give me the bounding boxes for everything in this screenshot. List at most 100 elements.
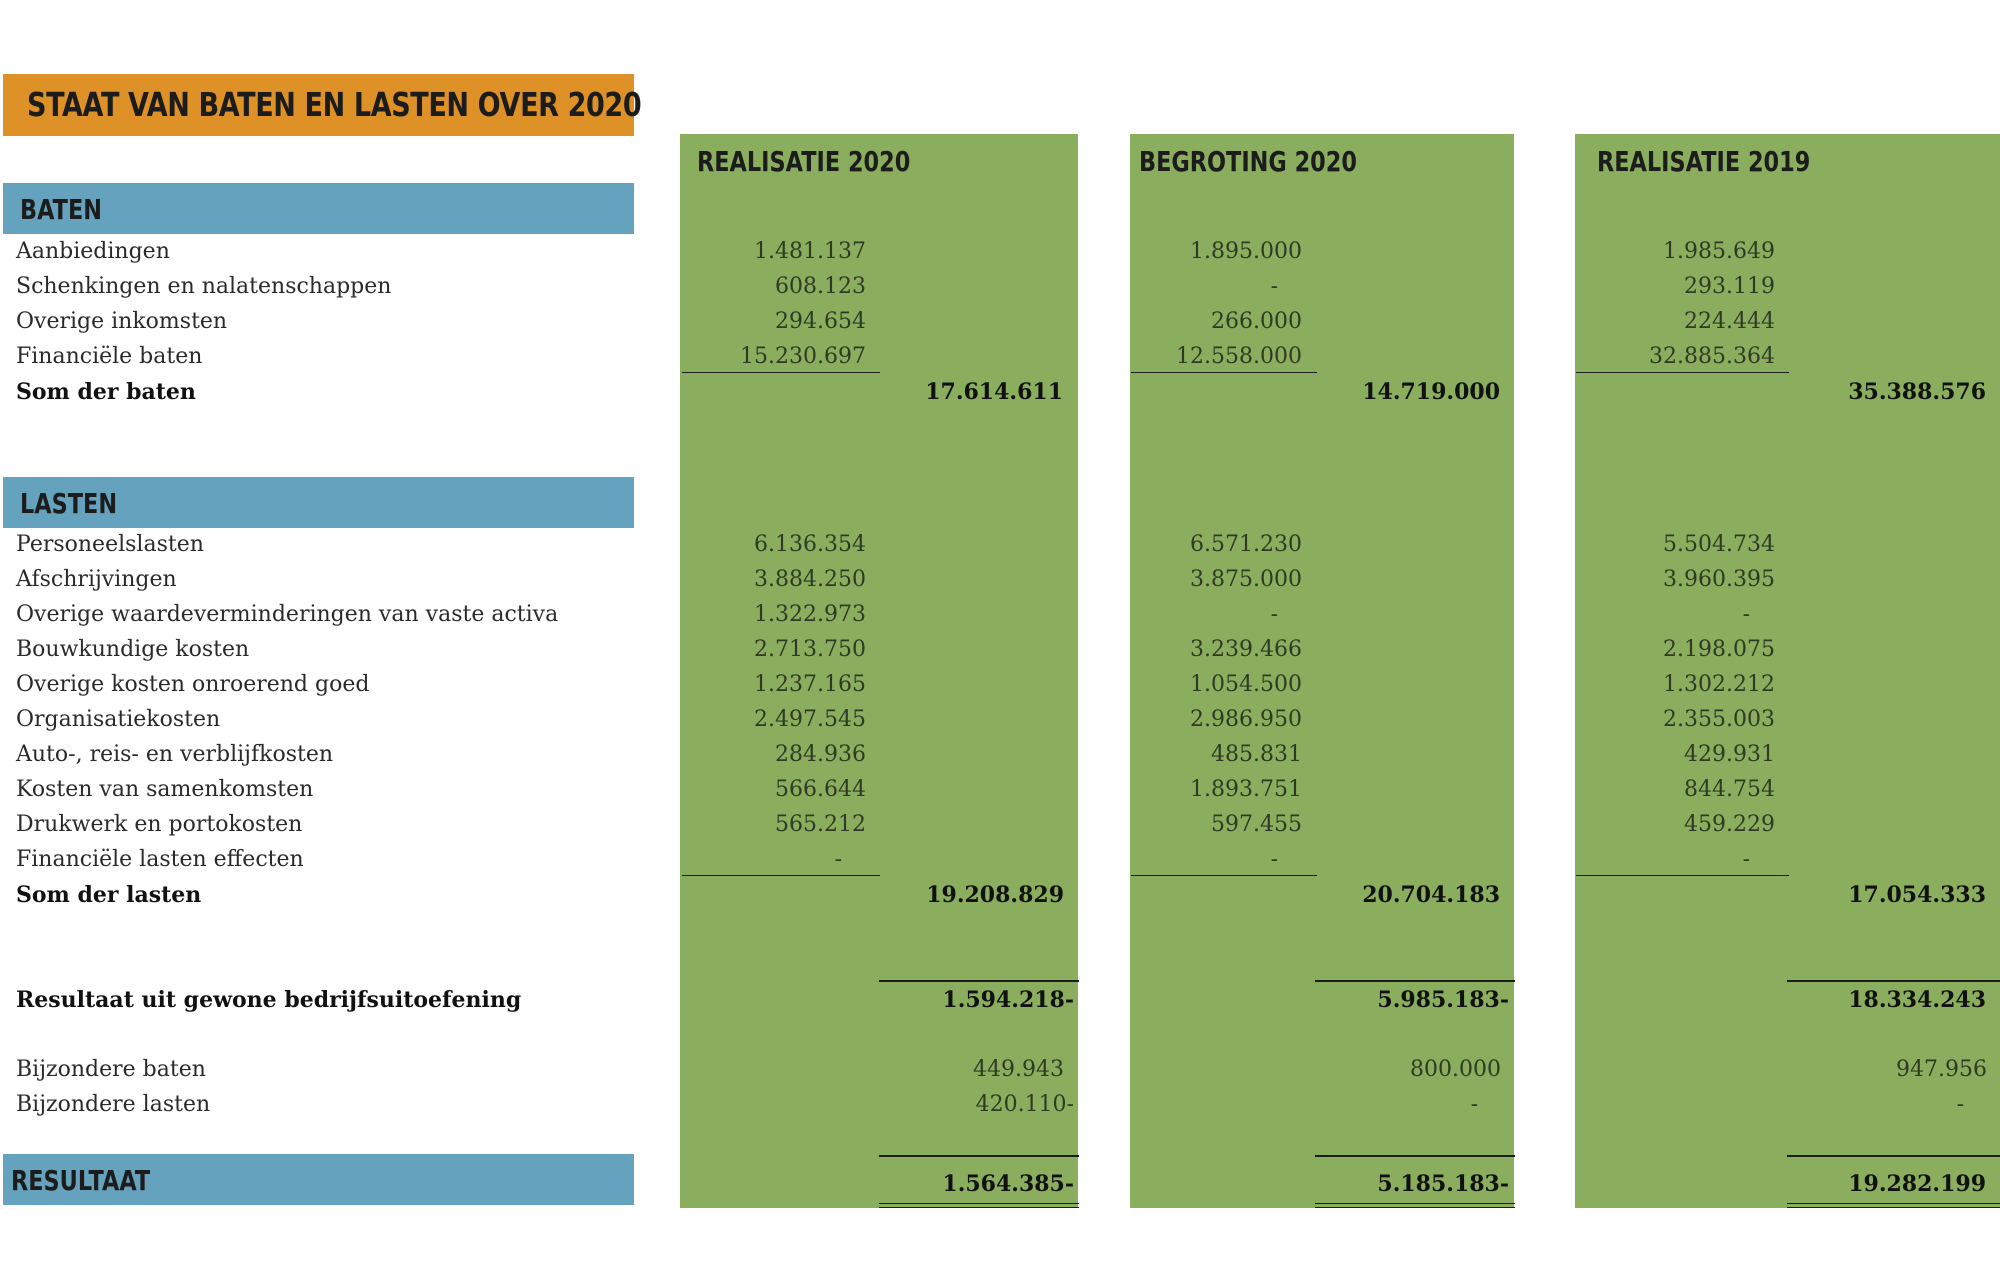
row-label: Overige inkomsten — [16, 309, 228, 334]
row-label: Financiële lasten effecten — [16, 847, 304, 872]
value-realisatie-2020: 420.110- — [975, 1092, 1074, 1117]
section-bar-baten: BATEN — [3, 183, 634, 234]
value-realisatie-2020: 1.322.973 — [754, 602, 866, 627]
row-label: Overige waardeverminderingen van vaste a… — [16, 602, 559, 627]
total-realisatie-2020: 19.208.829 — [926, 882, 1064, 908]
total-realisatie-2019: 35.388.576 — [1848, 379, 1986, 405]
value-realisatie-2019: 844.754 — [1684, 777, 1775, 802]
title-bar: STAAT VAN BATEN EN LASTEN OVER 2020 — [3, 74, 642, 136]
total-rule — [1787, 980, 2000, 982]
resultaat-realisatie-2019: 19.282.199 — [1848, 1171, 1986, 1197]
value-realisatie-2019: - — [1742, 602, 1750, 627]
value-begroting-2020: 266.000 — [1211, 309, 1302, 334]
subtotal-rule — [1131, 372, 1317, 373]
value-realisatie-2020: 15.230.697 — [740, 344, 866, 369]
total-rule — [879, 980, 1079, 982]
value-realisatie-2020: 1.481.137 — [754, 239, 866, 264]
subtotal-rule — [1576, 875, 1789, 876]
value-realisatie-2019: 293.119 — [1684, 274, 1775, 299]
column-panel-realisatie-2019 — [1575, 134, 2000, 1208]
total-realisatie-2019: 17.054.333 — [1848, 882, 1986, 908]
row-label: Financiële baten — [16, 344, 203, 369]
total-begroting-2020: 5.985.183- — [1377, 987, 1509, 1013]
value-realisatie-2019: 947.956 — [1896, 1057, 1987, 1082]
value-realisatie-2019: 32.885.364 — [1649, 344, 1775, 369]
section-bar-lasten: LASTEN — [3, 477, 634, 528]
row-label: Organisatiekosten — [16, 707, 221, 732]
column-header-realisatie-2019: REALISATIE 2019 — [1597, 145, 1811, 178]
total-rule — [1787, 1155, 2000, 1157]
subtotal-rule — [682, 372, 880, 373]
value-realisatie-2020: - — [834, 847, 842, 872]
value-realisatie-2020: 3.884.250 — [754, 567, 866, 592]
row-label: Resultaat uit gewone bedrijfsuitoefening — [16, 987, 522, 1013]
value-begroting-2020: 12.558.000 — [1176, 344, 1302, 369]
value-realisatie-2019: 5.504.734 — [1663, 532, 1775, 557]
value-realisatie-2020: 284.936 — [775, 742, 866, 767]
value-begroting-2020: 1.893.751 — [1190, 777, 1302, 802]
column-header-realisatie-2020: REALISATIE 2020 — [697, 145, 911, 178]
value-realisatie-2019: 1.302.212 — [1663, 672, 1775, 697]
value-realisatie-2020: 565.212 — [775, 812, 866, 837]
subtotal-rule — [1576, 372, 1789, 373]
value-realisatie-2020: 6.136.354 — [754, 532, 866, 557]
column-header-begroting-2020: BEGROTING 2020 — [1139, 145, 1357, 178]
value-begroting-2020: - — [1270, 602, 1278, 627]
value-begroting-2020: 1.054.500 — [1190, 672, 1302, 697]
total-begroting-2020: 20.704.183 — [1362, 882, 1500, 908]
value-realisatie-2020: 294.654 — [775, 309, 866, 334]
row-label: Aanbiedingen — [16, 239, 170, 264]
section-title-lasten: LASTEN — [20, 487, 118, 520]
value-begroting-2020: - — [1470, 1092, 1478, 1117]
row-label: Afschrijvingen — [16, 567, 177, 592]
total-realisatie-2020: 17.614.611 — [925, 379, 1063, 405]
row-label: Schenkingen en nalatenschappen — [16, 274, 392, 299]
row-label: Drukwerk en portokosten — [16, 812, 303, 837]
row-label: Personeelslasten — [16, 532, 204, 557]
value-realisatie-2019: 2.355.003 — [1663, 707, 1775, 732]
total-rule — [1315, 980, 1515, 982]
value-realisatie-2019: 459.229 — [1684, 812, 1775, 837]
value-realisatie-2019: - — [1742, 847, 1750, 872]
column-panel-begroting-2020 — [1130, 134, 1514, 1208]
value-realisatie-2020: 1.237.165 — [754, 672, 866, 697]
value-begroting-2020: 597.455 — [1211, 812, 1302, 837]
row-label: Som der baten — [16, 379, 196, 405]
double-underline — [1315, 1203, 1515, 1208]
value-realisatie-2020: 449.943 — [973, 1057, 1064, 1082]
row-label: Som der lasten — [16, 882, 202, 908]
column-panel-realisatie-2020 — [680, 134, 1078, 1208]
value-begroting-2020: 3.875.000 — [1190, 567, 1302, 592]
value-begroting-2020: 3.239.466 — [1190, 637, 1302, 662]
value-realisatie-2019: 1.985.649 — [1663, 239, 1775, 264]
section-title-baten: BATEN — [20, 193, 102, 226]
resultaat-realisatie-2020: 1.564.385- — [942, 1171, 1074, 1197]
total-begroting-2020: 14.719.000 — [1362, 379, 1500, 405]
total-rule — [879, 1155, 1079, 1157]
row-label: Bouwkundige kosten — [16, 637, 250, 662]
value-realisatie-2019: - — [1956, 1092, 1964, 1117]
value-begroting-2020: - — [1270, 847, 1278, 872]
value-begroting-2020: 485.831 — [1211, 742, 1302, 767]
value-realisatie-2019: 3.960.395 — [1663, 567, 1775, 592]
row-label: Overige kosten onroerend goed — [16, 672, 370, 697]
resultaat-begroting-2020: 5.185.183- — [1377, 1171, 1509, 1197]
total-rule — [1315, 1155, 1515, 1157]
total-realisatie-2019: 18.334.243 — [1848, 987, 1986, 1013]
value-realisatie-2020: 608.123 — [775, 274, 866, 299]
double-underline — [879, 1203, 1079, 1208]
row-label: Auto-, reis- en verblijfkosten — [16, 742, 334, 767]
value-realisatie-2019: 2.198.075 — [1663, 637, 1775, 662]
row-label: Bijzondere lasten — [16, 1092, 211, 1117]
value-realisatie-2020: 2.713.750 — [754, 637, 866, 662]
section-bar-resultaat: RESULTAAT — [3, 1154, 634, 1205]
value-begroting-2020: 800.000 — [1410, 1057, 1501, 1082]
row-label: Bijzondere baten — [16, 1057, 206, 1082]
row-label: Kosten van samenkomsten — [16, 777, 314, 802]
value-realisatie-2020: 2.497.545 — [754, 707, 866, 732]
value-begroting-2020: 1.895.000 — [1190, 239, 1302, 264]
page-title: STAAT VAN BATEN EN LASTEN OVER 2020 — [27, 85, 642, 124]
double-underline — [1787, 1203, 2000, 1208]
subtotal-rule — [1131, 875, 1317, 876]
value-realisatie-2020: 566.644 — [775, 777, 866, 802]
